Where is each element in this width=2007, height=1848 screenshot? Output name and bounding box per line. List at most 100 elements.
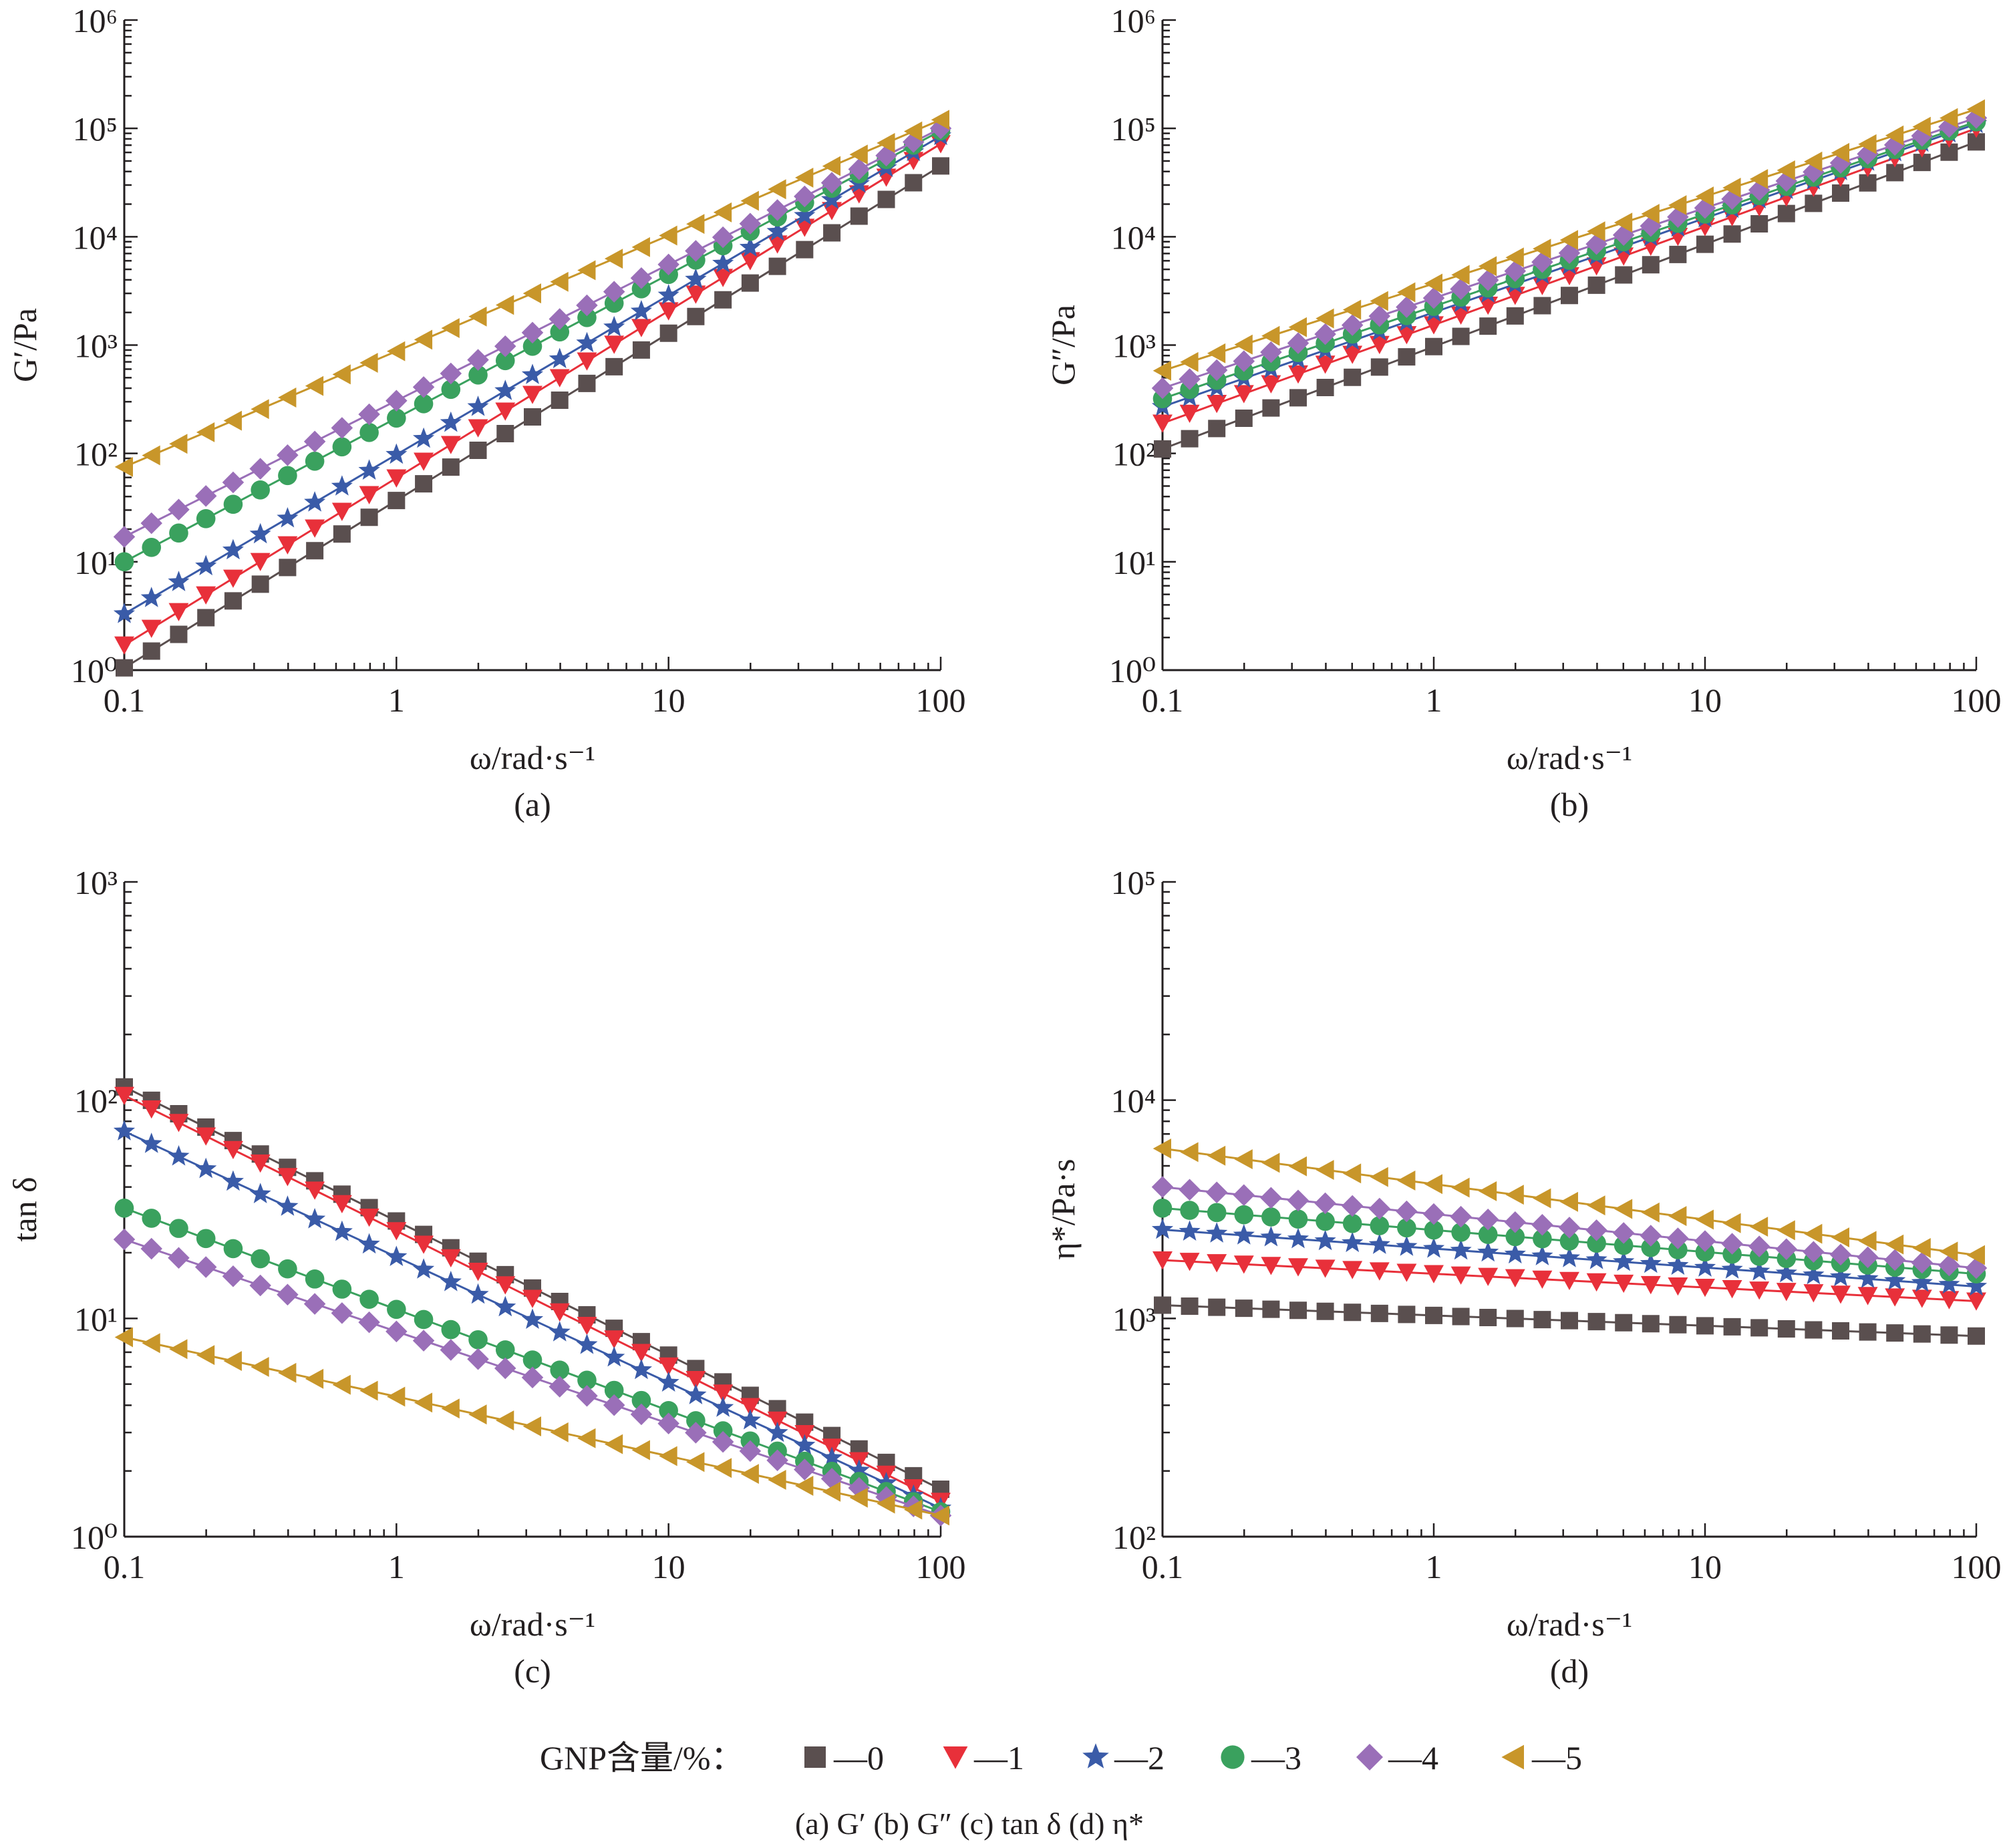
data-point: [1777, 160, 1795, 180]
data-point: [631, 1440, 650, 1460]
data-point: [1613, 1199, 1633, 1219]
chart-panel-b: 0.1 1 10 100 10⁰ 10¹ 10² 10³ 10⁴ 10⁵ 10⁶ ω/rad·s⁻¹ G…: [1044, 2, 2002, 823]
data-point: [1288, 317, 1307, 337]
data-point: [414, 329, 433, 350]
data-point: [821, 188, 843, 209]
data-point: [277, 1195, 299, 1216]
data-point: [1531, 1245, 1553, 1265]
data-point: [1397, 1171, 1416, 1191]
series-2: [113, 124, 952, 623]
data-point: [1179, 404, 1200, 424]
data-point: [659, 225, 677, 246]
data-point: [113, 603, 136, 623]
data-point: [142, 642, 160, 660]
x-tick-label: 0.1: [1142, 1548, 1184, 1585]
data-point: [194, 1256, 217, 1278]
data-point: [766, 1449, 788, 1471]
data-point: [196, 1127, 216, 1146]
data-point: [550, 1360, 570, 1380]
data-point: [1179, 1179, 1201, 1201]
y-tick-label: 10⁰: [1109, 652, 1156, 689]
series-5: [114, 110, 949, 477]
data-point: [386, 469, 407, 488]
data-point: [1506, 307, 1524, 325]
data-point: [413, 1258, 435, 1279]
data-point: [686, 1452, 705, 1473]
data-point: [1289, 389, 1307, 407]
data-point: [658, 302, 679, 321]
data-point: [1341, 1195, 1364, 1217]
data-point: [359, 1380, 378, 1401]
series-5: [114, 1327, 949, 1526]
data-point: [1207, 395, 1227, 414]
data-point: [1667, 1254, 1689, 1275]
data-point: [1344, 1303, 1362, 1322]
data-point: [414, 1392, 433, 1413]
data-point: [1613, 212, 1633, 233]
data-point: [223, 494, 243, 514]
data-point: [1180, 351, 1199, 372]
data-point: [1424, 273, 1442, 294]
data-point: [1424, 1174, 1442, 1195]
data-point: [1640, 1275, 1661, 1295]
data-point: [386, 1222, 407, 1241]
data-point: [1668, 1277, 1688, 1296]
data-point: [1450, 278, 1472, 300]
legend-marker-3: [1221, 1745, 1245, 1769]
data-point: [1368, 1233, 1390, 1254]
chart-panel-d: 0.1 1 10 100 10² 10³ 10⁴ 10⁵ ω/rad·s⁻¹ η*/Pa·s (d): [1044, 864, 2002, 1690]
data-point: [278, 466, 297, 486]
data-point: [440, 411, 462, 432]
data-point: [1504, 1211, 1527, 1233]
panel-label: (d): [1550, 1652, 1589, 1690]
y-tick-label: 10⁵: [1111, 864, 1156, 901]
data-point: [1234, 334, 1253, 355]
data-point: [659, 324, 677, 342]
data-point: [333, 525, 351, 543]
legend-label: —4: [1388, 1739, 1438, 1777]
data-point: [1695, 1242, 1715, 1262]
data-point: [796, 241, 814, 259]
chart-panel-a: 0.1 1 10 100 10⁰ 10¹ 10² 10³ 10⁴ 10⁵ 10⁶ ω/rad·s⁻¹ G…: [6, 2, 966, 823]
data-point: [415, 475, 433, 493]
data-point: [1940, 1326, 1958, 1344]
data-point: [1261, 1152, 1280, 1173]
data-point: [385, 390, 408, 412]
data-point: [331, 1302, 353, 1324]
data-point: [1151, 377, 1174, 400]
data-point: [496, 425, 514, 443]
data-point: [303, 430, 326, 453]
x-tick-label: 0.1: [104, 681, 146, 719]
data-point: [1342, 345, 1363, 364]
data-point: [1398, 348, 1416, 366]
data-point: [1586, 1273, 1607, 1292]
data-point: [631, 319, 651, 337]
data-point: [468, 1330, 488, 1350]
data-point: [1478, 296, 1499, 315]
data-point: [1883, 1249, 1906, 1271]
data-point: [1479, 317, 1497, 335]
y-axis-label: G″/Pa: [1044, 305, 1082, 386]
data-point: [1857, 1287, 1878, 1305]
data-point: [1314, 1192, 1336, 1215]
data-point: [1939, 1291, 1960, 1310]
data-point: [1425, 337, 1442, 355]
data-point: [766, 199, 788, 221]
data-point: [1938, 1273, 1960, 1294]
data-point: [767, 235, 788, 254]
data-point: [576, 1385, 598, 1407]
data-point: [495, 1410, 514, 1430]
data-point: [1533, 239, 1551, 259]
data-point: [1478, 1267, 1499, 1286]
data-point: [1723, 225, 1741, 243]
data-point: [1370, 358, 1388, 376]
y-tick-label: 10¹: [74, 1300, 118, 1338]
data-point: [740, 190, 759, 211]
data-point: [140, 587, 162, 607]
data-point: [631, 1390, 651, 1410]
data-point: [604, 1380, 624, 1400]
data-point: [877, 133, 895, 153]
data-point: [604, 293, 624, 313]
y-tick-label: 10¹: [74, 544, 118, 581]
data-point: [249, 1183, 271, 1203]
